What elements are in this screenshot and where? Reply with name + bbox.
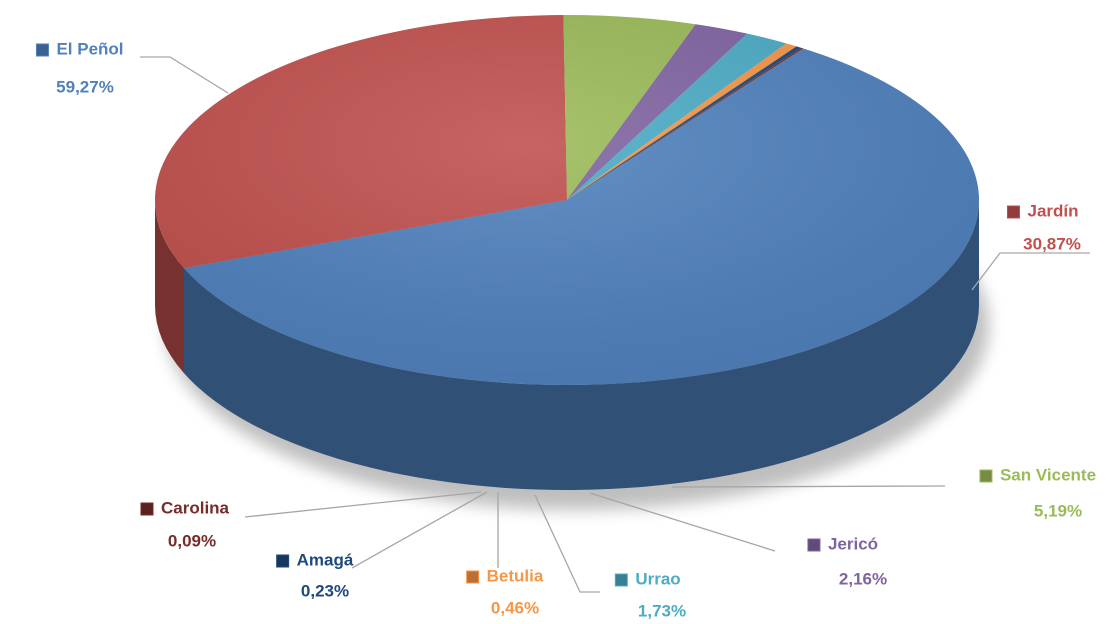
category-label: Carolina xyxy=(161,498,230,517)
category-label: Jardín xyxy=(1027,201,1078,220)
category-label: San Vicente xyxy=(1000,465,1096,484)
category-label: Jericó xyxy=(828,534,878,553)
slice-side xyxy=(184,200,980,490)
value-label: 30,87% xyxy=(1023,234,1081,253)
legend-key xyxy=(276,554,290,568)
value-label: 59,27% xyxy=(56,77,114,96)
legend-key xyxy=(1006,205,1020,219)
value-label: 1,73% xyxy=(638,601,686,620)
value-label: 0,09% xyxy=(168,531,216,550)
value-label: 2,16% xyxy=(839,569,887,588)
legend-key xyxy=(140,502,154,516)
value-label: 0,23% xyxy=(301,581,349,600)
pie-shine xyxy=(155,15,979,385)
leader-line xyxy=(589,492,776,552)
value-label: 0,46% xyxy=(491,598,539,617)
category-label: Betulia xyxy=(487,566,544,585)
legend-key xyxy=(979,469,993,483)
category-label: Amagá xyxy=(297,550,354,569)
leader-line xyxy=(671,485,946,488)
value-label: 5,19% xyxy=(1034,501,1082,520)
leader-line xyxy=(351,491,488,569)
legend-key xyxy=(614,573,628,587)
legend-key xyxy=(807,538,821,552)
leader-line xyxy=(534,494,600,593)
leader-line xyxy=(971,252,1090,291)
legend-key xyxy=(466,570,480,584)
category-label: Urrao xyxy=(635,569,680,588)
legend-key xyxy=(35,43,49,57)
leader-line xyxy=(140,56,229,94)
category-label: El Peñol xyxy=(56,39,123,58)
leader-line xyxy=(244,491,482,518)
slice-side xyxy=(155,200,185,374)
